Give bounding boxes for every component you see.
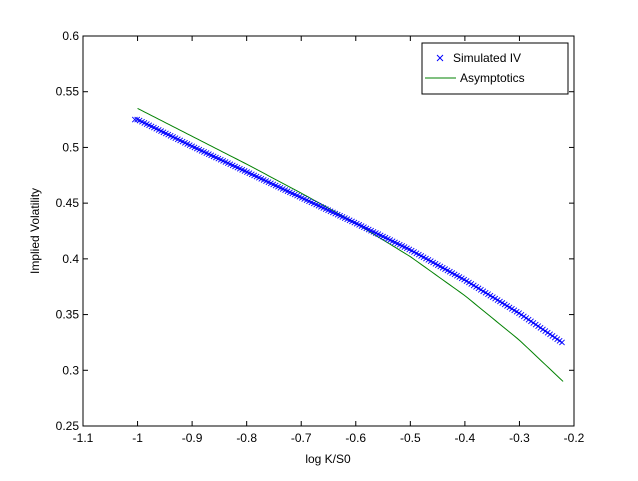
x-tick-label: -0.5 [400,431,421,445]
legend: Simulated IV Asymptotics [421,42,569,95]
x-tick-label: -1.1 [73,431,94,445]
series-layer [131,107,565,382]
x-tick-label: -0.9 [182,431,203,445]
x-tick-label: -0.3 [509,431,530,445]
legend-marker-simulated-iv [436,54,444,62]
x-tick-label: -1 [132,431,143,445]
series-simulated-iv [131,116,565,346]
y-tick-label: 0.4 [62,252,79,266]
legend-box [421,42,569,95]
x-tick-label: -0.7 [291,431,312,445]
x-axis-label: log K/S0 [305,452,351,466]
data-point-simulated-iv [559,339,565,346]
plot-frame [82,35,575,427]
y-tick-label: 0.55 [56,85,80,99]
y-tick-label: 0.45 [56,196,80,210]
y-tick-label: 0.6 [62,29,79,43]
x-tick-label: -0.6 [345,431,366,445]
legend-label-asymptotics: Asymptotics [460,71,525,85]
y-axis-label: Implied Volatility [28,188,42,274]
x-tick-label: -0.8 [236,431,257,445]
x-tick-label: -0.4 [455,431,476,445]
y-tick-label: 0.5 [62,140,79,154]
legend-label-simulated-iv: Simulated IV [453,51,521,65]
y-tick-label: 0.35 [56,308,80,322]
y-tick-label: 0.3 [62,363,79,377]
ticks-layer: -1.1 -1 -0.9 -0.8 -0.7 -0.6 -0.5 -0.4 -0.3 -0.2 0.… [56,29,585,445]
plot-area [83,36,574,426]
data-point-simulated-iv [131,116,138,123]
x-tick-label: -0.2 [564,431,585,445]
y-tick-label: 0.25 [56,419,80,433]
